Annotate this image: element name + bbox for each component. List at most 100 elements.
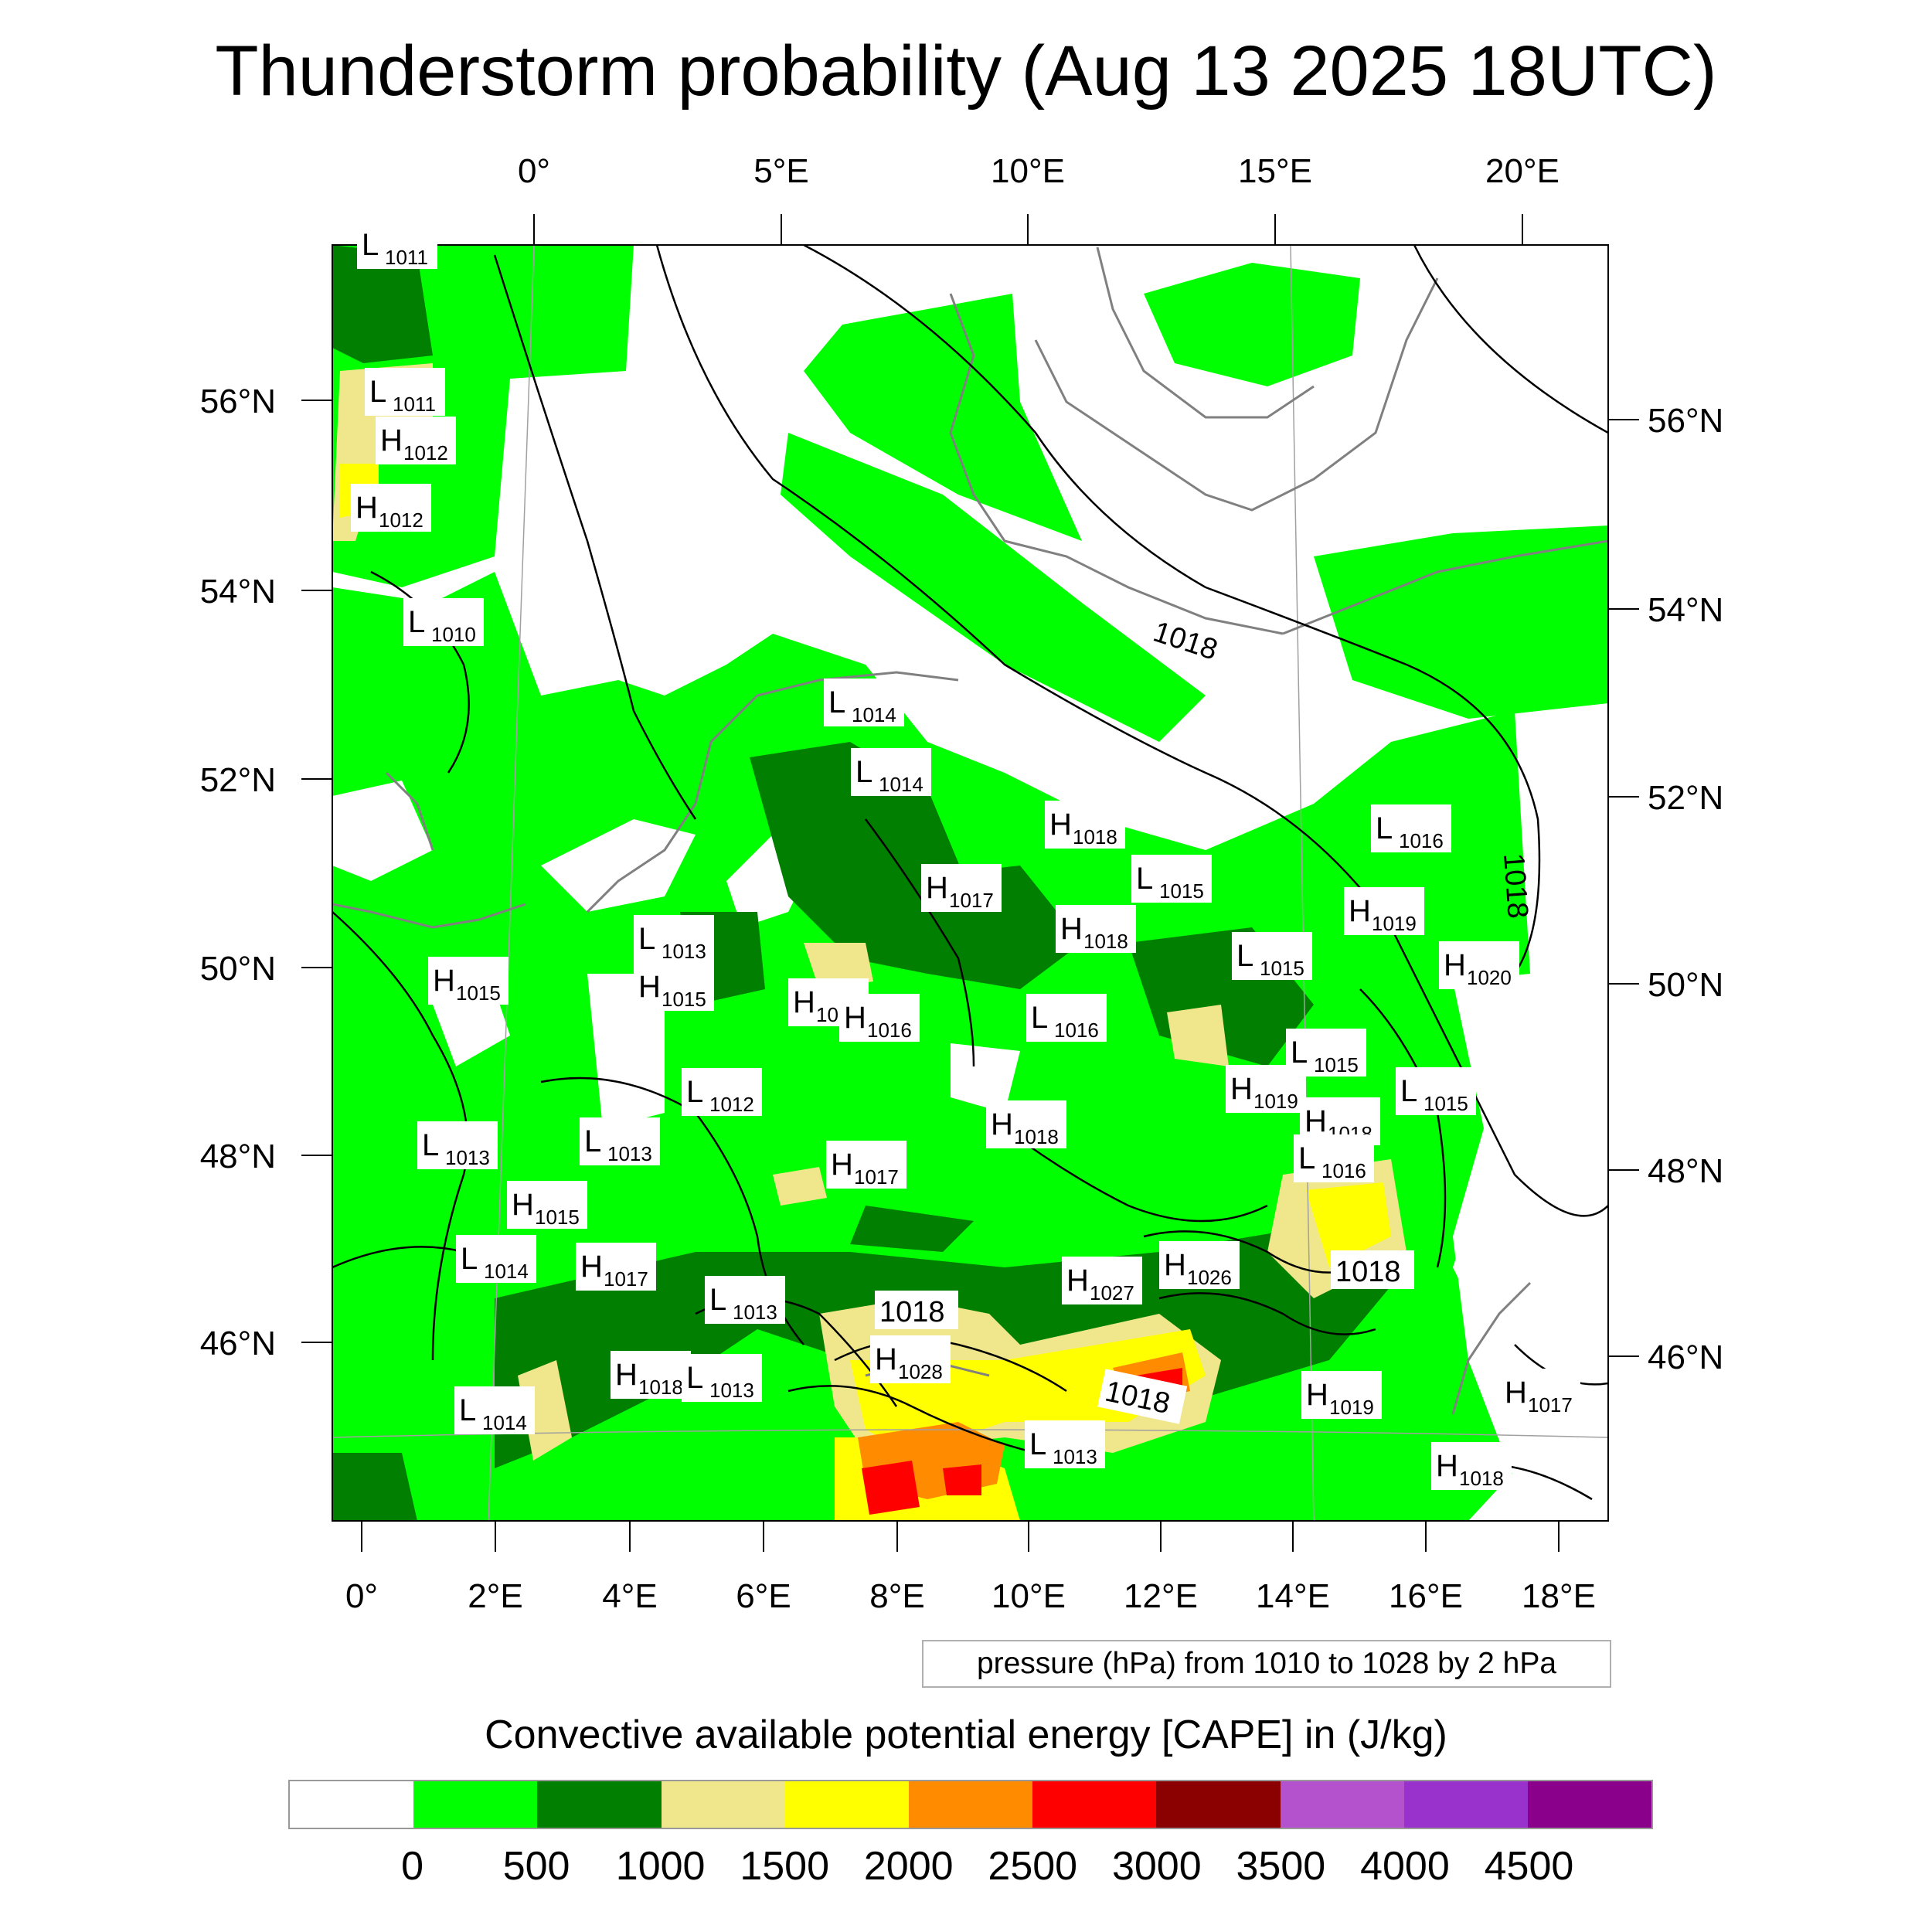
contour-labels: 1018 1018 1018 1018 1018 [875, 616, 1534, 1424]
pressure-center-letter: L [408, 605, 425, 639]
high-pressure-label: H 1016 [839, 994, 920, 1042]
pressure-center-letter: L [1291, 1036, 1308, 1070]
pressure-center-letter: L [1236, 939, 1253, 973]
pressure-center-letter: H [1060, 912, 1083, 946]
bottom-axis-label: 18°E [1522, 1577, 1596, 1615]
high-pressure-label: H 1018 [986, 1100, 1066, 1148]
colorbar-tick-label: 0 [401, 1844, 423, 1889]
pressure-center-letter: L [828, 685, 845, 719]
contour-label: 1018 [1335, 1256, 1401, 1288]
left-axis-label: 56°N [200, 383, 276, 420]
pressure-center-value: 1028 [898, 1360, 943, 1383]
pressure-center-letter: H [1306, 1378, 1328, 1412]
right-axis-label: 52°N [1648, 779, 1723, 817]
low-pressure-label: L 1013 [682, 1354, 762, 1402]
coastlines [332, 247, 1608, 1415]
pressure-center-letter: H [1049, 808, 1072, 842]
contour-label-box: 1018 [1331, 1250, 1414, 1289]
high-pressure-label: H 1017 [1500, 1369, 1580, 1417]
low-pressure-label: L 1015 [1396, 1067, 1476, 1115]
pressure-center-letter: H [793, 985, 815, 1019]
pressure-center-value: 1015 [1159, 879, 1204, 903]
right-axis-label: 56°N [1648, 402, 1723, 440]
high-pressure-label: H 1027 [1062, 1257, 1142, 1304]
high-pressure-label: H 1018 [1056, 905, 1136, 953]
pressure-center-value: 1016 [867, 1019, 912, 1042]
low-pressure-label: L 1016 [1371, 804, 1451, 852]
pressure-center-letter: H [1444, 948, 1466, 982]
pressure-center-value: 1026 [1187, 1266, 1232, 1289]
contour-label: 1018 [1497, 852, 1534, 920]
low-pressure-label: L 1013 [1025, 1420, 1105, 1468]
bottom-axis-label: 6°E [736, 1577, 791, 1615]
top-axis: 0° 5°E 10°E 15°E 20°E [518, 152, 1560, 190]
pressure-center-letter: H [1230, 1072, 1253, 1106]
pressure-center-letter: H [926, 871, 948, 905]
bottom-axis-label: 10°E [992, 1577, 1066, 1615]
pressure-center-letter: L [1400, 1074, 1417, 1108]
cape-colorbar-title: Convective available potential energy [C… [485, 1713, 1447, 1757]
bottom-axis-label: 8°E [869, 1577, 924, 1615]
colorbar-swatch [290, 1781, 414, 1828]
colorbar-swatch [661, 1781, 785, 1828]
bottom-axis-label: 14°E [1256, 1577, 1330, 1615]
left-axis-label: 48°N [200, 1138, 276, 1175]
high-pressure-label: H 1017 [576, 1243, 656, 1291]
bottom-axis-label: 12°E [1124, 1577, 1198, 1615]
colorbar-swatch [1527, 1781, 1652, 1828]
low-pressure-label: L 1012 [682, 1068, 762, 1116]
pressure-center-value: 1018 [638, 1376, 683, 1399]
colorbar-tick-label: 2000 [863, 1844, 954, 1889]
pressure-center-value: 1018 [1083, 930, 1128, 953]
tick-marks [301, 214, 1639, 1552]
pressure-center-letter: H [875, 1342, 897, 1376]
pressure-center-value: 1016 [1399, 829, 1444, 852]
colorbar-tick-label: 1000 [615, 1844, 706, 1889]
high-pressure-label: H 1019 [1226, 1065, 1306, 1113]
pressure-center-letter: L [369, 375, 386, 409]
pressure-center-letter: H [1349, 894, 1371, 928]
pressure-center-letter: L [686, 1361, 703, 1395]
left-axis-label: 46°N [200, 1325, 276, 1362]
pressure-center-value: 1018 [1459, 1467, 1504, 1490]
pressure-contours [332, 245, 1608, 1501]
high-pressure-label: H 1026 [1159, 1241, 1240, 1289]
pressure-center-value: 1018 [1073, 825, 1117, 849]
pressure-center-value: 1027 [1090, 1281, 1134, 1304]
map-title: Thunderstorm probability (Aug 13 2025 18… [215, 32, 1717, 111]
low-pressure-label: L 1016 [1294, 1134, 1374, 1182]
colorbar-swatch [1403, 1781, 1528, 1828]
low-pressure-label: L 1016 [1026, 994, 1107, 1042]
high-pressure-label: H 1017 [921, 864, 1002, 912]
pressure-center-letter: H [615, 1358, 638, 1392]
colorbar-tick-label: 4500 [1484, 1844, 1574, 1889]
pressure-center-value: 1017 [949, 889, 994, 912]
pressure-center-value: 1017 [604, 1267, 648, 1291]
pressure-center-value: 1017 [1528, 1393, 1573, 1417]
pressure-center-letter: L [459, 1393, 476, 1427]
pressure-center-letter: H [1304, 1104, 1327, 1138]
pressure-center-value: 1015 [662, 988, 706, 1011]
pressure-center-value: 1011 [393, 393, 436, 416]
colorbar-tick-label: 3000 [1111, 1844, 1202, 1889]
pressure-center-value: 1014 [482, 1411, 527, 1434]
pressure-center-letter: H [355, 491, 378, 525]
contour-label-box: 1018 [875, 1291, 958, 1329]
pressure-center-value: 1014 [484, 1260, 529, 1283]
right-axis-label: 46°N [1648, 1338, 1723, 1376]
pressure-center-value: 1019 [1372, 912, 1417, 935]
contour-label: 1018 [879, 1296, 945, 1328]
pressure-center-value: 1013 [445, 1146, 490, 1169]
low-pressure-label: L 1014 [851, 748, 931, 796]
left-axis-label: 52°N [200, 761, 276, 799]
bottom-axis-label: 0° [345, 1577, 378, 1615]
right-axis-label: 54°N [1648, 591, 1723, 629]
high-pressure-label: H 1012 [351, 484, 431, 532]
colorbar-swatch [537, 1781, 662, 1828]
high-pressure-label: H 1018 [1045, 801, 1125, 849]
low-pressure-label: L 1013 [634, 915, 714, 963]
pressure-center-letter: L [1029, 1427, 1046, 1461]
colorbar-swatch [784, 1781, 909, 1828]
contour-label-box: 1018 [1097, 1369, 1188, 1424]
